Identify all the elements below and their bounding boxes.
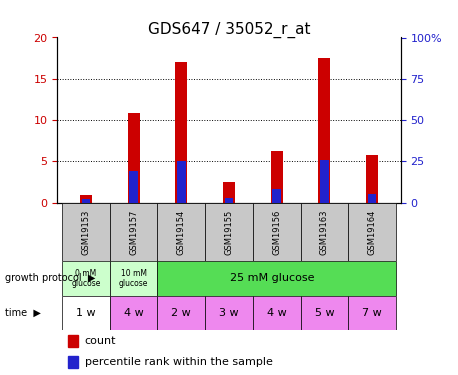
Text: growth protocol  ▶: growth protocol ▶ xyxy=(5,273,95,284)
Bar xyxy=(223,182,235,203)
FancyBboxPatch shape xyxy=(158,202,205,261)
Text: 7 w: 7 w xyxy=(362,308,382,318)
Bar xyxy=(128,114,140,202)
FancyBboxPatch shape xyxy=(62,296,110,330)
Bar xyxy=(68,356,78,368)
Text: 1 w: 1 w xyxy=(76,308,96,318)
Text: percentile rank within the sample: percentile rank within the sample xyxy=(85,357,273,367)
Text: 0 mM
glucose: 0 mM glucose xyxy=(71,268,101,288)
Bar xyxy=(177,161,185,202)
Text: 2 w: 2 w xyxy=(171,308,191,318)
FancyBboxPatch shape xyxy=(300,296,348,330)
Bar xyxy=(368,194,376,202)
FancyBboxPatch shape xyxy=(110,202,158,261)
FancyBboxPatch shape xyxy=(205,296,253,330)
Bar xyxy=(271,152,283,202)
FancyBboxPatch shape xyxy=(253,202,300,261)
FancyBboxPatch shape xyxy=(62,202,110,261)
Text: 4 w: 4 w xyxy=(124,308,143,318)
FancyBboxPatch shape xyxy=(158,296,205,330)
Text: GSM19153: GSM19153 xyxy=(82,209,90,255)
Bar xyxy=(318,58,330,202)
FancyBboxPatch shape xyxy=(62,261,110,296)
Text: 4 w: 4 w xyxy=(267,308,287,318)
Text: GSM19157: GSM19157 xyxy=(129,209,138,255)
FancyBboxPatch shape xyxy=(158,261,396,296)
Text: time  ▶: time ▶ xyxy=(5,308,40,318)
FancyBboxPatch shape xyxy=(348,202,396,261)
Bar xyxy=(129,171,138,202)
Bar xyxy=(273,189,281,202)
Text: 25 mM glucose: 25 mM glucose xyxy=(230,273,314,284)
Text: GSM19155: GSM19155 xyxy=(224,209,234,255)
FancyBboxPatch shape xyxy=(253,296,300,330)
Text: GSM19164: GSM19164 xyxy=(368,209,376,255)
FancyBboxPatch shape xyxy=(348,296,396,330)
FancyBboxPatch shape xyxy=(110,261,158,296)
Text: 3 w: 3 w xyxy=(219,308,239,318)
Text: GSM19156: GSM19156 xyxy=(272,209,281,255)
Bar xyxy=(82,200,90,202)
Bar xyxy=(68,335,78,347)
Text: count: count xyxy=(85,336,116,346)
Bar xyxy=(80,195,92,202)
Bar xyxy=(175,62,187,202)
FancyBboxPatch shape xyxy=(300,202,348,261)
Bar xyxy=(225,198,233,202)
FancyBboxPatch shape xyxy=(205,202,253,261)
Text: 10 mM
glucose: 10 mM glucose xyxy=(119,268,148,288)
Bar xyxy=(366,155,378,203)
FancyBboxPatch shape xyxy=(110,296,158,330)
Text: GSM19163: GSM19163 xyxy=(320,209,329,255)
Text: 5 w: 5 w xyxy=(315,308,334,318)
Title: GDS647 / 35052_r_at: GDS647 / 35052_r_at xyxy=(148,21,310,38)
Text: GSM19154: GSM19154 xyxy=(177,209,186,255)
Bar xyxy=(320,160,329,202)
